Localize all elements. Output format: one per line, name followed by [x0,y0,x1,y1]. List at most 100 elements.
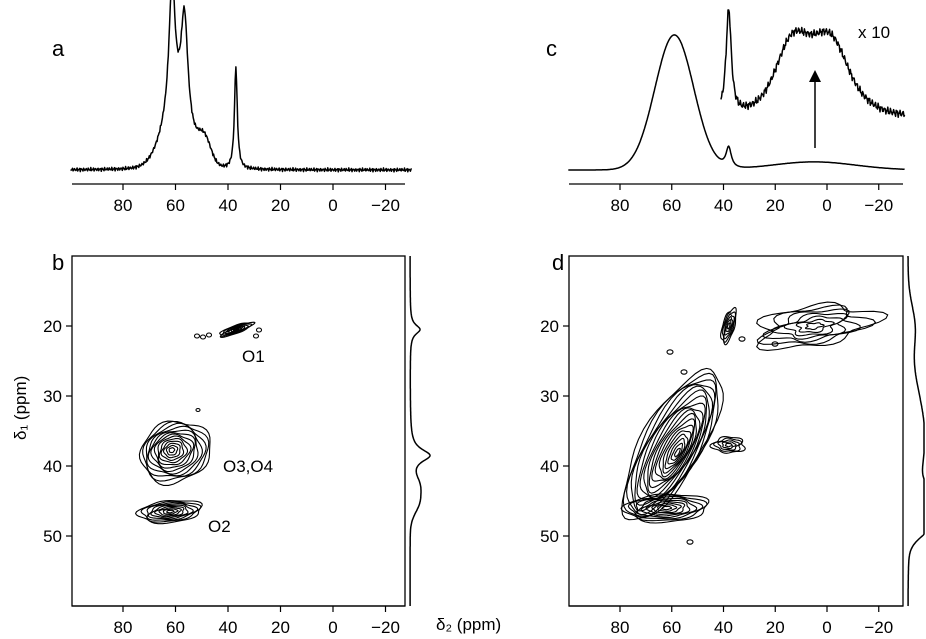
peak-label-o2: O2 [208,517,231,536]
contour-line-ridge [662,430,692,474]
contour-line-ridge [643,402,706,498]
y-tick-label: 20 [43,317,62,336]
contour-line-shoulder [717,439,740,451]
panel-b: b 80 60 40 20 0 −20 20 30 40 50 O1 O3,O4 O2 [43,250,431,637]
x-tick-label: 0 [328,196,337,215]
contour-line-O2 [158,507,183,516]
contour-line-bottom-blob [627,494,708,522]
contour-line-O3,O4 [162,442,181,459]
contour-line-O3,O4 [147,429,199,475]
contour-line-O3,O4 [168,447,176,454]
contour-line-O1 [232,327,240,332]
spectrum-c-trace [568,34,905,171]
spectrum-c-expansion-trace [720,9,906,119]
x-tick-label: 80 [611,196,630,215]
y-tick-label: 50 [43,527,62,546]
contour-line-ridge [626,379,717,516]
panel-a: a 80 60 40 20 0 −20 [52,0,413,215]
x-tick-label: 60 [166,196,185,215]
peak-label-o3-o4: O3,O4 [223,457,273,476]
expansion-arrow-head [809,70,821,82]
contour-line-O1 [230,326,242,333]
contour-line-O3,O4 [153,433,195,469]
panel-d: d 80 60 40 20 0 −20 20 30 40 50 [540,250,925,637]
x-tick-label: 80 [611,618,630,637]
x-axis-title: δ₂ (ppm) [436,615,501,634]
peak-label-o1: O1 [242,347,265,366]
projection-b-trace [409,256,431,606]
contour-line-O1 [720,306,737,346]
contour-line-ridge [634,385,714,506]
x-tick-label: 80 [114,618,133,637]
contour-line-ridge [674,447,681,458]
x-tick-label: 20 [271,196,290,215]
contour-line-O2 [147,503,194,520]
contour-line-O2 [140,500,202,523]
x-tick-label: 0 [328,618,337,637]
contour-line-ridge [647,407,704,494]
x-tick-label: 20 [766,618,785,637]
contour-line-O3,O4 [157,435,192,466]
panel-letter-d: d [552,250,564,275]
contour-line-O1 [724,316,734,336]
x-axis-c: 80 60 40 20 0 −20 [569,183,903,215]
contour-line-ridge [654,418,696,480]
contour-line-bottom-blob [640,499,691,517]
y-tick-label: 20 [540,317,559,336]
panel-letter-a: a [52,36,65,61]
contour-line-right-cluster [783,315,844,337]
contour-dot [680,369,688,375]
contour-line-ridge [667,437,686,465]
plot-frame-b [71,255,406,607]
panel-letter-b: b [52,250,64,275]
contour-line-bottom-blob [651,502,682,514]
contour-line-ridge [651,412,697,482]
contour-line-right-cluster [756,301,889,351]
contour-line-O2 [150,504,189,519]
contour-line-ridge [630,384,716,512]
y-tick-label: 30 [540,387,559,406]
contour-dot [738,336,746,342]
contour-line-O2 [146,501,199,521]
contour-line-bottom-blob [635,496,704,520]
contour-dot [686,539,694,545]
x-tick-label: 20 [271,618,290,637]
x-tick-label: −20 [371,196,400,215]
x-tick-label: 40 [714,618,733,637]
contour-line-O3,O4 [160,440,185,461]
contour-dot [205,332,213,338]
y-tick-label: 40 [540,457,559,476]
contour-line-shoulder [724,442,733,448]
contour-dot [193,333,201,339]
axes-d: 80 60 40 20 0 −20 20 30 40 50 [540,317,903,637]
x-tick-label: 60 [166,618,185,637]
contours-b [134,321,263,525]
x-tick-label: 40 [219,196,238,215]
panel-letter-c: c [546,36,557,61]
contour-line-O2 [134,500,203,525]
x-tick-label: 80 [114,196,133,215]
contour-line-O1 [725,318,732,333]
contour-line-bottom-blob [620,493,710,524]
contour-line-bottom-blob [661,505,673,511]
contour-line-ridge [664,433,689,470]
x-tick-label: 0 [822,618,831,637]
contour-line-O1 [219,321,256,339]
contour-line-right-cluster [795,318,835,333]
contour-dot [255,327,263,333]
contour-line-O2 [166,509,175,514]
contour-line-O3,O4 [158,437,189,464]
x-tick-label: 40 [714,196,733,215]
x-axis-a: 80 60 40 20 0 −20 [72,183,405,215]
contour-dot [252,333,260,339]
contour-dot [195,407,201,413]
contour-line-ridge [670,442,684,461]
contour-dot [199,334,207,340]
contour-line-right-cluster [804,322,825,331]
contour-line-bottom-blob [645,500,686,515]
contour-line-ridge [648,409,701,489]
contour-line-O3,O4 [138,420,211,486]
x-tick-label: 60 [662,196,681,215]
x-tick-label: 40 [219,618,238,637]
